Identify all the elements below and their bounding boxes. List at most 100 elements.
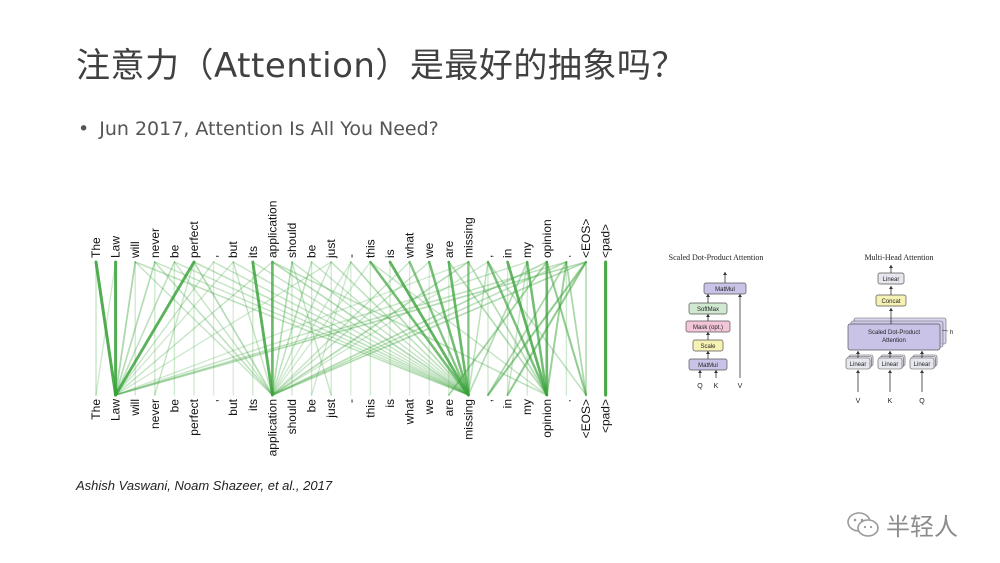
wechat-icon (847, 511, 879, 537)
block-label: MatMul (715, 287, 735, 293)
arrow-head (738, 294, 742, 297)
arrow-head (856, 370, 860, 373)
source-token: application (265, 201, 279, 258)
attention-edge (154, 261, 274, 396)
arrow-head (889, 265, 893, 268)
attention-edge (252, 261, 470, 396)
attention-edge (193, 261, 470, 396)
target-token: never (148, 399, 162, 429)
attention-edge (487, 261, 568, 396)
attention-label-line1: Scaled Dot-Product (868, 330, 920, 336)
source-token: will (128, 241, 142, 259)
linear-label: Linear (914, 362, 931, 368)
target-tokens: The Law will never be perfect, but its applicati… (89, 398, 613, 456)
source-token: , (481, 255, 495, 258)
head-count-symbol: h (950, 330, 953, 336)
source-token: are (442, 240, 456, 258)
arrow-head (706, 351, 710, 354)
input-label: V (856, 398, 861, 405)
input-label: K (714, 383, 719, 390)
target-token: missing (461, 399, 475, 440)
attention-edge (369, 260, 470, 397)
source-token: be (167, 244, 181, 258)
attention-edge (114, 261, 176, 396)
input-label: Q (919, 398, 925, 405)
arrow-head (706, 314, 710, 317)
arrow-head (723, 272, 727, 275)
source-token: The (89, 237, 103, 258)
source-token: just (324, 239, 338, 259)
attention-edge (388, 260, 470, 397)
attention-edge (114, 261, 215, 396)
attention-edge (349, 261, 470, 396)
attention-edge (447, 261, 548, 396)
target-token: this (363, 399, 377, 418)
arrow-head (888, 351, 892, 354)
arrow-head (920, 370, 924, 373)
attention-edge (114, 261, 568, 396)
attention-edge (545, 260, 588, 397)
source-token: we (422, 242, 436, 259)
attention-edge (310, 261, 352, 396)
page-title: 注意力（Attention）是最好的抽象吗？ (76, 46, 686, 86)
arrow-head (698, 370, 702, 373)
attention-block (847, 323, 941, 351)
bullet-marker: • (78, 118, 90, 140)
target-token: be (305, 399, 319, 413)
attention-edges (94, 260, 608, 397)
attention-edge (447, 261, 548, 396)
attention-edge (565, 261, 587, 396)
input-label: Q (697, 383, 703, 390)
arrow-head (889, 308, 893, 311)
attention-edge (94, 260, 118, 397)
attention-edge (447, 260, 470, 397)
target-token: application (265, 399, 279, 456)
attention-edge (251, 260, 274, 397)
arrow-head (706, 294, 710, 297)
attention-edge (486, 260, 588, 397)
attention-edge (154, 261, 470, 396)
target-token: but (226, 398, 240, 415)
source-token: , (207, 255, 221, 258)
attention-edge (114, 261, 234, 396)
source-token: but (226, 241, 240, 258)
source-token: perfect (187, 221, 201, 258)
linear-label: Linear (850, 362, 867, 368)
attention-edge (486, 260, 549, 397)
attention-edge (114, 260, 196, 397)
attention-edge (232, 261, 274, 396)
target-token: we (422, 399, 436, 416)
attention-edge (193, 261, 274, 396)
attention-edge (134, 261, 470, 396)
bullet-item: • Jun 2017, Attention Is All You Need? (78, 118, 439, 140)
attention-edge (506, 260, 549, 397)
target-token: my (520, 399, 534, 415)
diagram-title: Multi-Head Attention (864, 253, 933, 262)
source-token: <EOS> (579, 219, 593, 258)
attention-edge (173, 261, 274, 396)
source-token: never (148, 228, 162, 258)
attention-edge (271, 261, 332, 396)
linear-label: Linear (882, 362, 899, 368)
attention-edge (310, 261, 470, 396)
attention-edge (369, 261, 548, 396)
block-label: MatMul (698, 363, 718, 369)
arrow-head (888, 370, 892, 373)
source-token: - (344, 254, 358, 258)
arrow-head (889, 286, 893, 289)
source-token: should (285, 223, 299, 258)
target-token: . (559, 399, 573, 402)
attention-edge (271, 261, 313, 396)
source-token: . (559, 255, 573, 258)
attention-edge (232, 261, 470, 396)
source-token: in (501, 249, 515, 258)
attention-edge (467, 261, 489, 396)
attention-label-line2: Attention (882, 338, 906, 344)
attention-edge (114, 261, 137, 396)
attention-edge (271, 261, 372, 396)
target-token: perfect (187, 398, 201, 435)
diagram-title: Scaled Dot-Product Attention (669, 253, 764, 262)
input-label: K (888, 398, 893, 405)
source-token: its (246, 246, 260, 258)
